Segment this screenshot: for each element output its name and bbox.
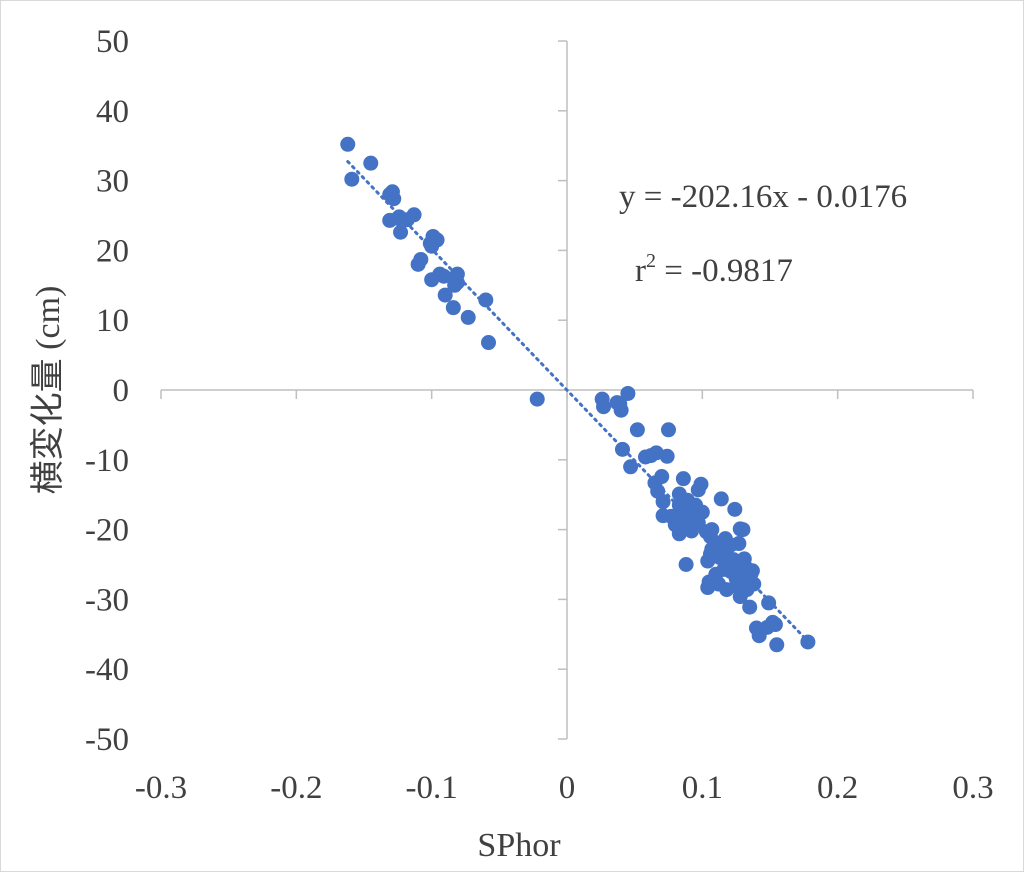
- data-point: [713, 546, 729, 562]
- data-point: [393, 224, 409, 240]
- x-tick-label: 0.2: [817, 770, 858, 806]
- x-tick-label: 0.3: [952, 770, 993, 806]
- data-point: [363, 155, 379, 171]
- data-point: [694, 504, 710, 520]
- data-point: [769, 637, 785, 653]
- y-tick-label: 30: [96, 164, 129, 200]
- data-point: [659, 448, 675, 464]
- data-point: [800, 634, 816, 650]
- data-point: [620, 385, 636, 401]
- data-point: [382, 187, 398, 203]
- y-tick-label: 20: [96, 233, 129, 269]
- y-tick-label: 50: [96, 24, 129, 60]
- y-tick-label: 0: [113, 373, 130, 409]
- y-tick-label: -30: [85, 582, 129, 618]
- data-point: [700, 580, 716, 596]
- x-tick-label: -0.2: [270, 770, 322, 806]
- data-point: [424, 238, 440, 254]
- tick-labels: -0.3 -0.2 -0.1 0 0.1 0.2 0.3 -50 -40 -30 -20 -10 0 10…: [85, 24, 994, 806]
- data-point: [436, 268, 452, 284]
- data-point: [678, 557, 694, 572]
- data-point: [612, 396, 628, 412]
- x-tick-label: -0.3: [135, 770, 187, 806]
- r-squared-superscript: 2: [646, 250, 656, 272]
- data-point: [708, 566, 724, 582]
- y-tick-label: -10: [85, 443, 129, 479]
- x-tick-label: 0.1: [682, 770, 723, 806]
- data-point: [739, 575, 755, 591]
- data-point: [623, 459, 639, 475]
- data-point: [731, 536, 747, 552]
- data-point: [732, 521, 748, 537]
- data-point: [340, 136, 356, 152]
- data-point: [675, 471, 691, 487]
- trendline-equation: y = -202.16x - 0.0176: [619, 179, 907, 215]
- data-point: [529, 391, 545, 407]
- y-tick-label: -40: [85, 652, 129, 688]
- r-squared-value: = -0.9817: [656, 253, 793, 289]
- x-tick-label: -0.1: [406, 770, 458, 806]
- r-squared-base: r: [635, 253, 646, 289]
- y-tick-label: 10: [96, 303, 129, 339]
- x-axis-title: SPhor: [477, 827, 561, 864]
- y-tick-label: -50: [85, 722, 129, 758]
- r-squared-label: r2 = -0.9817: [635, 250, 793, 289]
- data-point: [713, 491, 729, 507]
- x-tick-label: 0: [559, 770, 576, 806]
- data-point: [406, 207, 422, 223]
- data-point: [661, 422, 676, 438]
- data-point: [655, 494, 671, 510]
- data-point: [759, 619, 775, 635]
- data-point: [413, 251, 429, 267]
- y-tick-label: 40: [96, 94, 129, 130]
- data-point: [481, 335, 497, 351]
- data-point: [700, 553, 716, 569]
- data-point: [445, 300, 461, 316]
- data-point: [596, 399, 612, 415]
- data-point: [437, 287, 453, 303]
- data-points: [340, 136, 816, 653]
- data-point: [671, 497, 687, 513]
- data-point: [614, 441, 630, 457]
- data-point: [460, 309, 476, 325]
- data-point: [727, 501, 743, 517]
- data-point: [693, 476, 709, 492]
- data-point: [447, 277, 463, 293]
- data-point: [478, 292, 494, 308]
- y-axis-title: 横変化量 (cm): [29, 286, 67, 495]
- data-point: [736, 551, 752, 567]
- y-tick-label: -20: [85, 513, 129, 549]
- data-point: [742, 599, 758, 615]
- data-point: [344, 171, 360, 187]
- data-point: [629, 422, 645, 438]
- data-point: [761, 595, 777, 611]
- data-point: [719, 582, 735, 598]
